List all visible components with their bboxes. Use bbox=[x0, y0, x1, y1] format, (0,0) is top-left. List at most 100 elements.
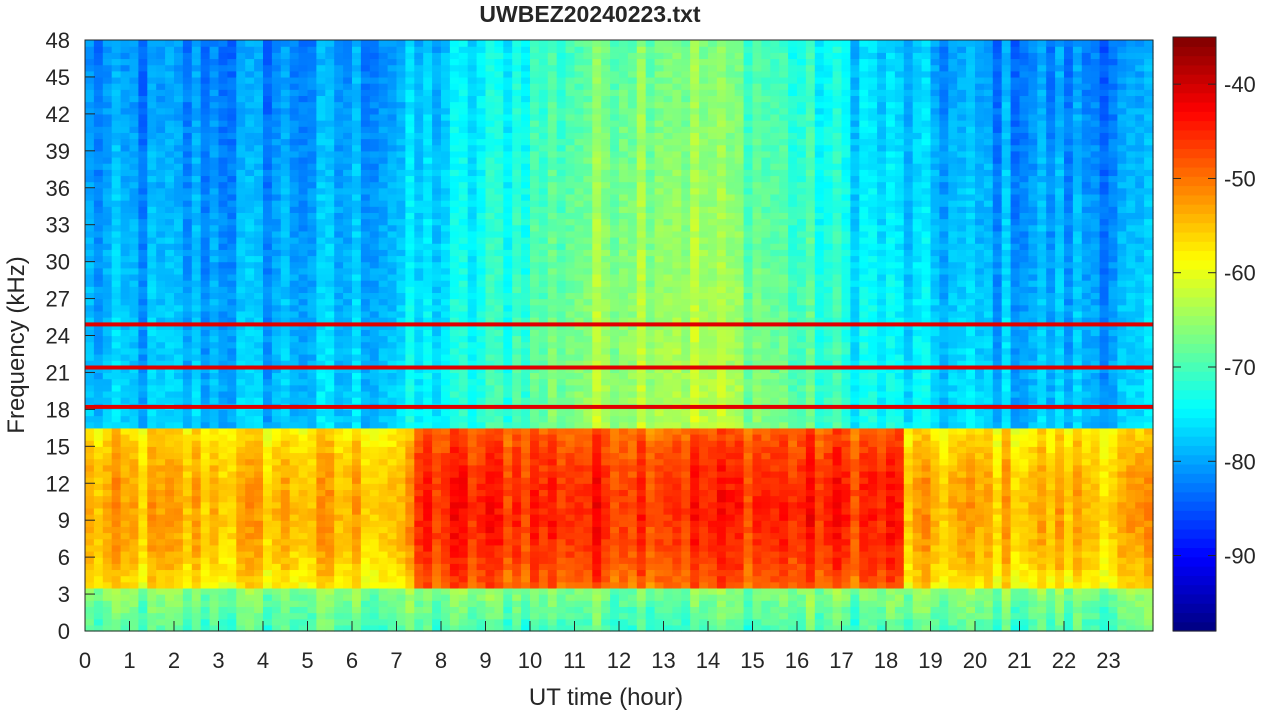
heatmap-cell bbox=[378, 89, 389, 97]
heatmap-cell bbox=[352, 144, 362, 152]
heatmap-cell bbox=[530, 489, 540, 497]
heatmap-cell bbox=[129, 89, 139, 97]
heatmap-cell bbox=[85, 415, 95, 423]
heatmap-cell bbox=[200, 292, 211, 300]
heatmap-cell bbox=[449, 187, 460, 195]
heatmap-cell bbox=[245, 575, 255, 583]
heatmap-cell bbox=[503, 64, 513, 72]
heatmap-cell bbox=[200, 218, 211, 226]
heatmap-cell bbox=[521, 76, 531, 84]
heatmap-cell bbox=[271, 378, 282, 386]
heatmap-cell bbox=[449, 58, 460, 66]
heatmap-cell bbox=[254, 310, 264, 318]
heatmap-cell bbox=[289, 538, 300, 546]
heatmap-cell bbox=[165, 464, 175, 472]
heatmap-cell bbox=[521, 187, 531, 195]
heatmap-cell bbox=[387, 458, 398, 466]
heatmap-cell bbox=[503, 587, 513, 595]
heatmap-cell bbox=[111, 421, 122, 429]
heatmap-cell bbox=[325, 144, 335, 152]
heatmap-cell bbox=[191, 267, 202, 275]
heatmap-cell bbox=[396, 600, 406, 607]
heatmap-cell bbox=[485, 520, 495, 527]
heatmap-cell bbox=[182, 390, 193, 398]
heatmap-cell bbox=[236, 237, 246, 244]
heatmap-cell bbox=[512, 230, 522, 238]
heatmap-cell bbox=[93, 70, 104, 78]
heatmap-cell bbox=[449, 587, 460, 595]
heatmap-cell bbox=[307, 446, 317, 454]
heatmap-cell bbox=[369, 163, 380, 170]
heatmap-cell bbox=[334, 286, 344, 294]
heatmap-cell bbox=[378, 353, 389, 361]
heatmap-cell bbox=[538, 126, 549, 133]
heatmap-cell bbox=[485, 446, 495, 454]
heatmap-cell bbox=[387, 89, 398, 97]
heatmap-cell bbox=[405, 550, 415, 558]
heatmap-cell bbox=[289, 600, 300, 607]
heatmap-cell bbox=[485, 594, 495, 601]
heatmap-cell bbox=[182, 378, 193, 386]
heatmap-cell bbox=[174, 243, 184, 250]
heatmap-cell bbox=[503, 181, 513, 189]
heatmap-cell bbox=[432, 243, 442, 250]
heatmap-cell bbox=[227, 206, 237, 213]
heatmap-cell bbox=[343, 378, 353, 386]
heatmap-cell bbox=[174, 230, 184, 238]
heatmap-cell bbox=[298, 557, 309, 564]
heatmap-cell bbox=[271, 46, 282, 53]
heatmap-cell bbox=[93, 538, 104, 546]
heatmap-cell bbox=[512, 187, 522, 195]
heatmap-cell bbox=[254, 415, 264, 423]
heatmap-cell bbox=[423, 292, 433, 300]
heatmap-cell bbox=[138, 452, 148, 460]
heatmap-cell bbox=[476, 440, 487, 447]
heatmap-cell bbox=[102, 70, 113, 78]
heatmap-cell bbox=[458, 458, 469, 466]
heatmap-cell bbox=[476, 495, 487, 503]
heatmap-cell bbox=[85, 563, 95, 571]
heatmap-cell bbox=[325, 175, 335, 183]
heatmap-cell bbox=[254, 341, 264, 349]
heatmap-cell bbox=[538, 58, 549, 66]
heatmap-cell bbox=[360, 95, 371, 103]
heatmap-cell bbox=[218, 415, 228, 423]
heatmap-cell bbox=[458, 237, 469, 244]
heatmap-cell bbox=[360, 563, 371, 571]
heatmap-cell bbox=[521, 175, 531, 183]
heatmap-cell bbox=[165, 169, 175, 177]
heatmap-cell bbox=[503, 95, 513, 103]
heatmap-cell bbox=[449, 464, 460, 472]
heatmap-cell bbox=[503, 489, 513, 497]
heatmap-cell bbox=[521, 310, 531, 318]
heatmap-cell bbox=[209, 501, 220, 509]
heatmap-cell bbox=[307, 70, 317, 78]
heatmap-cell bbox=[387, 52, 398, 60]
heatmap-cell bbox=[289, 58, 300, 66]
heatmap-cell bbox=[441, 409, 451, 417]
heatmap-cell bbox=[432, 175, 442, 183]
heatmap-cell bbox=[334, 606, 344, 614]
heatmap-cell bbox=[334, 550, 344, 558]
heatmap-cell bbox=[165, 218, 175, 226]
heatmap-cell bbox=[156, 581, 166, 589]
heatmap-cell bbox=[280, 427, 291, 435]
heatmap-cell bbox=[263, 58, 273, 66]
heatmap-cell bbox=[156, 335, 166, 343]
heatmap-cell bbox=[530, 335, 540, 343]
heatmap-cell bbox=[530, 113, 540, 121]
heatmap-cell bbox=[396, 434, 406, 441]
heatmap-cell bbox=[387, 329, 398, 337]
heatmap-cell bbox=[102, 514, 113, 521]
heatmap-cell bbox=[227, 292, 237, 300]
heatmap-cell bbox=[111, 70, 122, 78]
heatmap-cell bbox=[289, 224, 300, 232]
heatmap-cell bbox=[182, 230, 193, 238]
heatmap-cell bbox=[423, 126, 433, 133]
heatmap-cell bbox=[120, 46, 131, 53]
heatmap-cell bbox=[423, 52, 433, 60]
heatmap-cell bbox=[369, 452, 380, 460]
heatmap-cell bbox=[396, 193, 406, 201]
heatmap-cell bbox=[538, 255, 549, 263]
heatmap-cell bbox=[254, 409, 264, 417]
